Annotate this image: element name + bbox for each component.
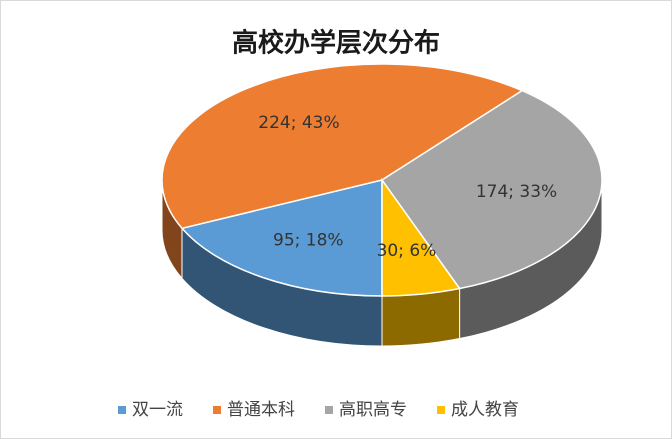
legend-swatch	[437, 406, 445, 414]
data-label: 30; 6%	[377, 241, 437, 261]
slice	[161, 63, 524, 230]
legend-label: 高职高专	[339, 400, 407, 420]
data-label: 174; 33%	[476, 182, 557, 202]
legend-label: 双一流	[132, 400, 183, 420]
legend-swatch	[118, 406, 126, 414]
data-label: 95; 18%	[273, 231, 344, 251]
legend-label: 成人教育	[451, 400, 519, 420]
legend-label: 普通本科	[227, 400, 295, 420]
data-label: 224; 43%	[258, 113, 339, 133]
slice	[381, 177, 461, 297]
legend-swatch	[213, 406, 221, 414]
legend-swatch	[325, 406, 333, 414]
slice	[380, 89, 603, 290]
chart-title: 高校办学层次分布	[232, 28, 440, 59]
slice-side	[381, 287, 461, 347]
slice	[180, 179, 383, 297]
